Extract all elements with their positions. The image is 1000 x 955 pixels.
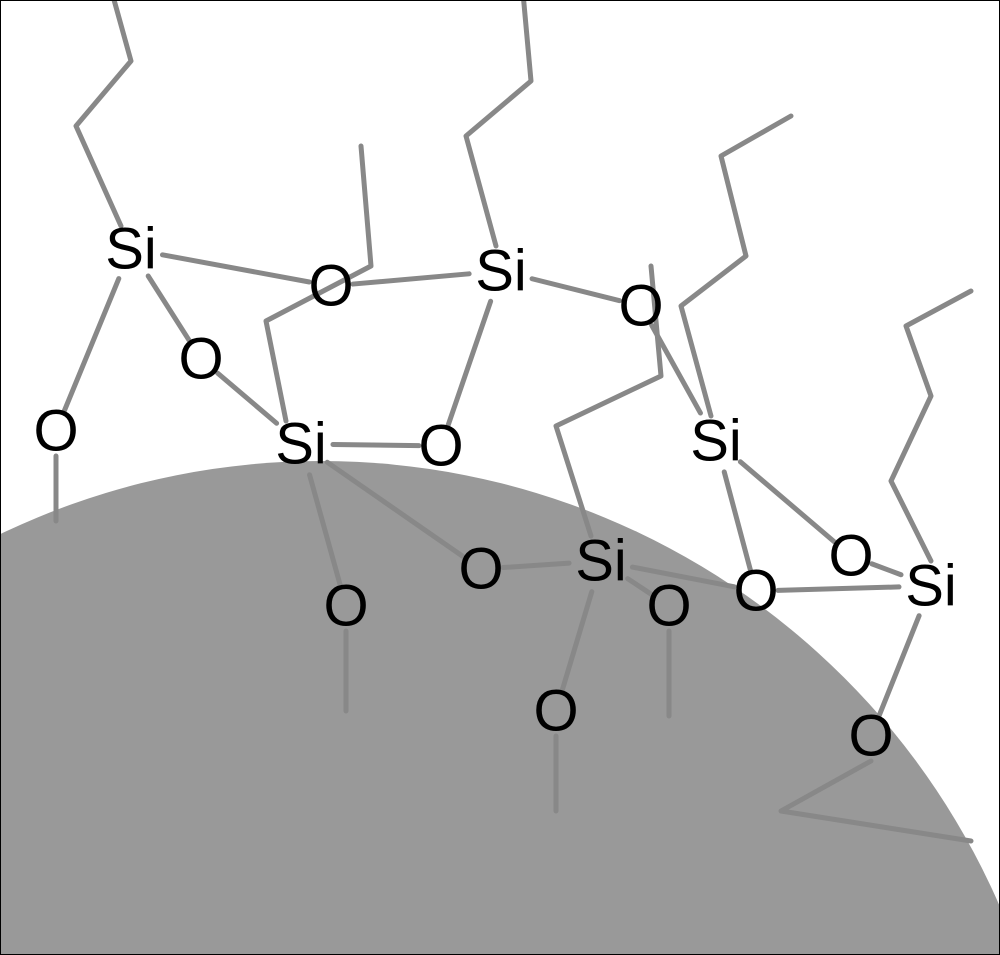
atom-label-o5: O [418, 414, 463, 479]
alkyl-chain-2 [681, 116, 791, 416]
atom-label-o7: O [323, 574, 368, 639]
bond-si1-o3 [64, 279, 118, 411]
atom-label-o2: O [618, 274, 663, 339]
diagram-container: SiOSiOOOSiOSiOSiOOOOSiOO [0, 0, 1000, 955]
bond-si3-o5 [333, 444, 419, 445]
bond-si6-o12 [879, 616, 919, 716]
alkyl-chain-3 [891, 291, 971, 561]
bond-o4-si3 [218, 373, 277, 423]
bond-si4-o8 [740, 462, 834, 542]
bond-si2-o2 [532, 279, 620, 301]
alkyl-chain-0 [76, 1, 131, 226]
bond-o1-si2 [353, 274, 469, 284]
atom-label-o4: O [178, 327, 223, 392]
atom-label-si4: Si [690, 409, 742, 474]
atom-label-si6: Si [905, 554, 957, 619]
bond-o5-si2 [448, 301, 490, 425]
diagram-svg: SiOSiOOOSiOSiOSiOOOOSiOO [1, 1, 1000, 955]
atom-label-o6: O [458, 537, 503, 602]
bond-o8-si6 [872, 564, 901, 575]
atom-label-si3: Si [275, 412, 327, 477]
atom-label-o10: O [733, 559, 778, 624]
atom-label-o8: O [828, 524, 873, 589]
alkyl-chain-1 [466, 1, 531, 246]
atom-label-o3: O [33, 399, 78, 464]
atom-label-o11: O [533, 679, 578, 744]
atom-label-o1: O [308, 254, 353, 319]
bond-si4-o10 [724, 472, 750, 570]
atom-label-si5: Si [575, 529, 627, 594]
atom-label-si2: Si [475, 239, 527, 304]
atom-label-o9: O [646, 574, 691, 639]
bond-si1-o1 [162, 255, 309, 282]
atom-label-o12: O [848, 704, 893, 769]
atom-label-si1: Si [105, 217, 157, 282]
